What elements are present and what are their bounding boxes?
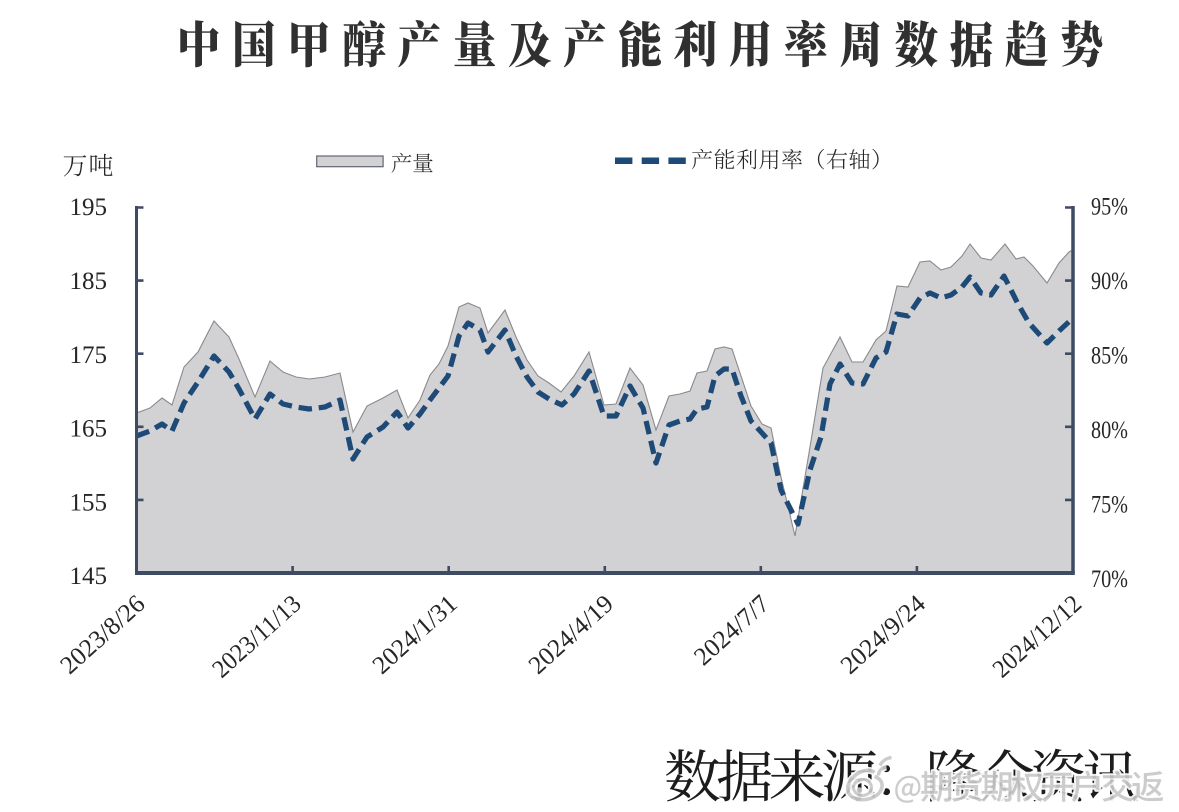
svg-text:95%: 95% xyxy=(1091,193,1128,220)
svg-text:185: 185 xyxy=(70,268,108,295)
svg-text:70%: 70% xyxy=(1091,566,1128,593)
svg-text:75%: 75% xyxy=(1091,492,1128,519)
svg-text:85%: 85% xyxy=(1091,342,1128,369)
svg-text:165: 165 xyxy=(70,416,108,443)
svg-text:80%: 80% xyxy=(1091,417,1128,444)
svg-text:145: 145 xyxy=(70,563,108,590)
svg-text:195: 195 xyxy=(70,194,108,221)
svg-text:175: 175 xyxy=(70,342,108,369)
svg-text:155: 155 xyxy=(70,489,108,516)
svg-text:90%: 90% xyxy=(1091,268,1128,295)
